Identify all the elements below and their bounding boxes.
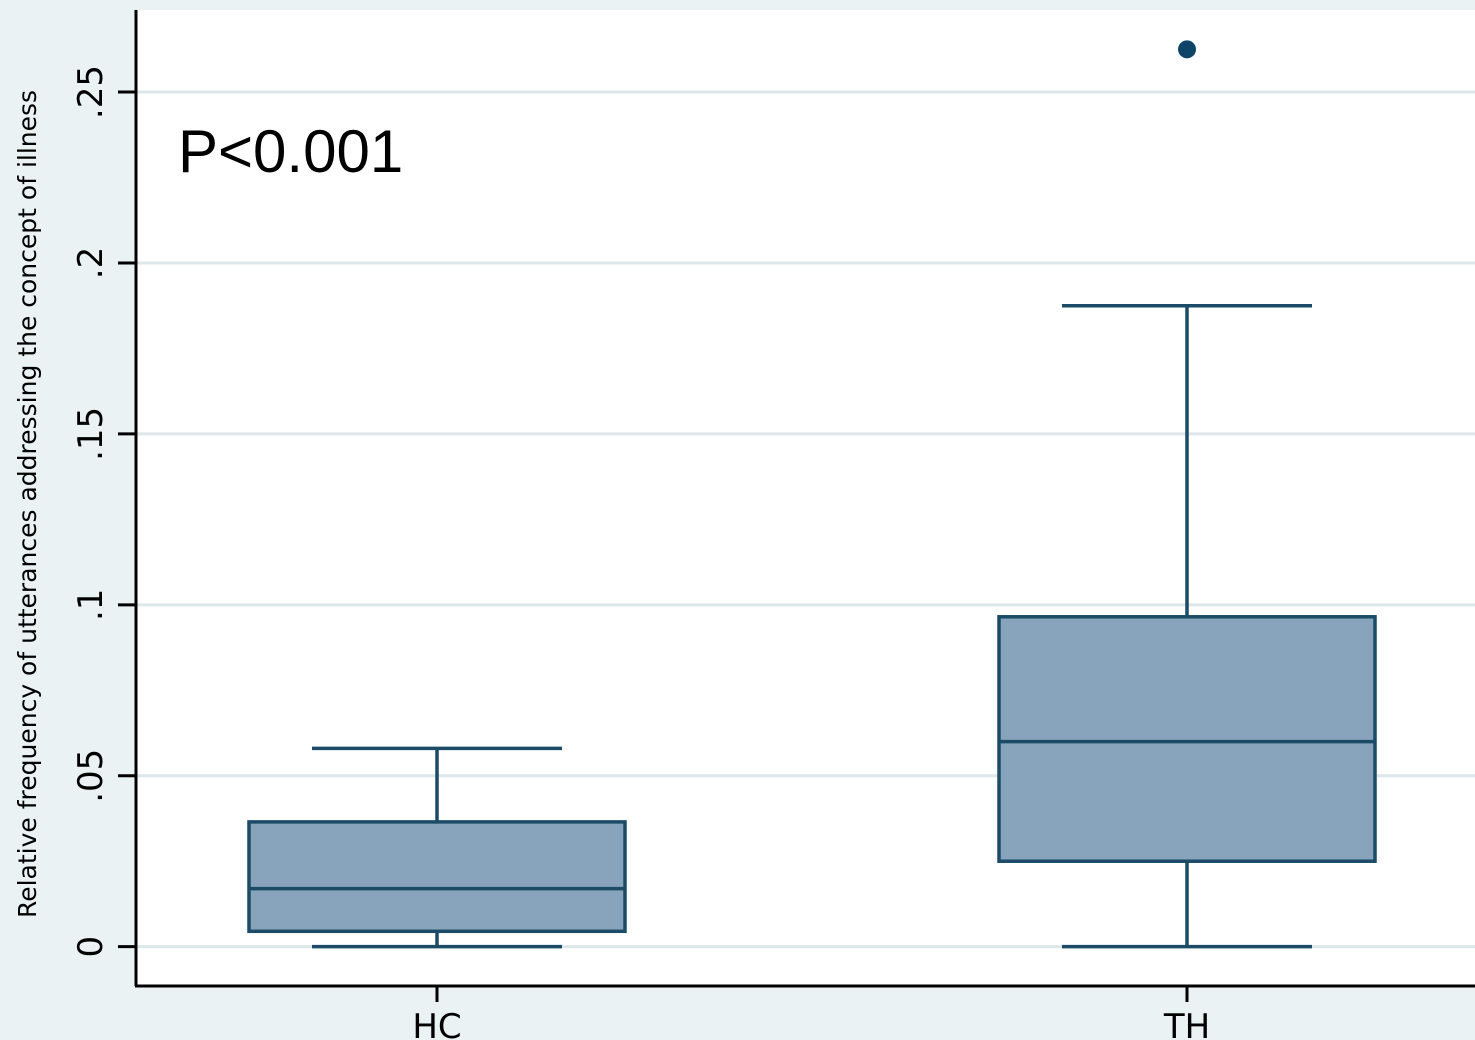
box-th bbox=[997, 40, 1377, 949]
outlier-point bbox=[1178, 40, 1196, 59]
y-axis-ticks: 0 .05 .1 .15 .2 .25 bbox=[71, 65, 136, 958]
iqr-box bbox=[247, 820, 627, 934]
y-tick-label: .1 bbox=[71, 589, 111, 621]
y-axis-label: Relative frequency of utterances address… bbox=[13, 90, 42, 918]
p-value-annotation: P<0.001 bbox=[178, 118, 403, 185]
y-tick-label: 0 bbox=[71, 936, 111, 958]
y-tick-label: .05 bbox=[71, 749, 111, 803]
y-tick-label: .25 bbox=[71, 65, 111, 119]
boxes bbox=[247, 40, 1377, 949]
iqr-box bbox=[997, 615, 1377, 863]
x-tick-label: TH bbox=[1163, 1007, 1210, 1040]
y-tick-label: .15 bbox=[71, 407, 111, 461]
x-tick-label: HC bbox=[412, 1007, 461, 1040]
y-tick-label: .2 bbox=[71, 247, 111, 279]
x-axis-ticks: HC TH bbox=[412, 986, 1210, 1040]
box-hc bbox=[247, 746, 627, 949]
